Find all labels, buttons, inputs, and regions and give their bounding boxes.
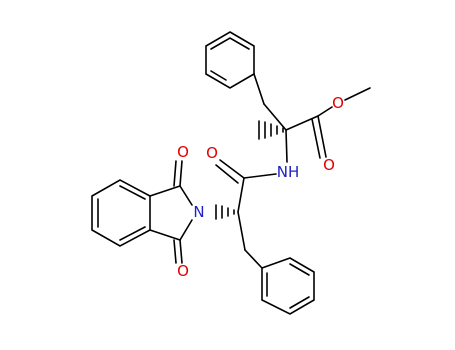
bond xyxy=(179,185,193,206)
bond xyxy=(149,229,181,241)
bond xyxy=(173,160,177,187)
atom-label: NH xyxy=(277,163,300,181)
atom-label: O xyxy=(206,144,218,162)
bonds xyxy=(91,31,371,315)
bond xyxy=(219,159,245,179)
ring-inner xyxy=(289,296,310,309)
ring-inner xyxy=(210,70,227,81)
ring xyxy=(205,31,255,89)
bond xyxy=(244,249,263,269)
atom-label: O xyxy=(177,262,189,280)
ring-inner xyxy=(119,226,146,241)
ring xyxy=(91,179,151,247)
atom-label: O xyxy=(332,94,344,112)
hash-wedge xyxy=(258,120,284,140)
bond xyxy=(237,211,246,251)
ring-inner xyxy=(289,263,310,276)
ring-inner xyxy=(119,185,146,200)
bond xyxy=(243,173,277,179)
bond xyxy=(263,103,287,131)
bond xyxy=(285,129,288,163)
atom-labels: O O NH O O N O xyxy=(177,94,344,280)
bond xyxy=(344,87,371,101)
hash-wedge xyxy=(215,204,235,220)
bond xyxy=(237,177,245,213)
bond xyxy=(311,118,321,159)
bond xyxy=(149,185,181,197)
bond xyxy=(285,115,319,131)
atom-label: O xyxy=(177,143,189,161)
bond xyxy=(173,239,177,264)
bond xyxy=(317,106,333,117)
bond xyxy=(179,219,193,241)
atom-label: O xyxy=(323,156,335,174)
ring xyxy=(261,257,315,315)
atom-label: N xyxy=(193,203,204,221)
bond xyxy=(253,73,265,105)
bond xyxy=(179,160,183,187)
bond xyxy=(215,164,239,184)
bond xyxy=(179,239,183,264)
ring-inner xyxy=(210,37,250,50)
bond xyxy=(317,115,327,158)
